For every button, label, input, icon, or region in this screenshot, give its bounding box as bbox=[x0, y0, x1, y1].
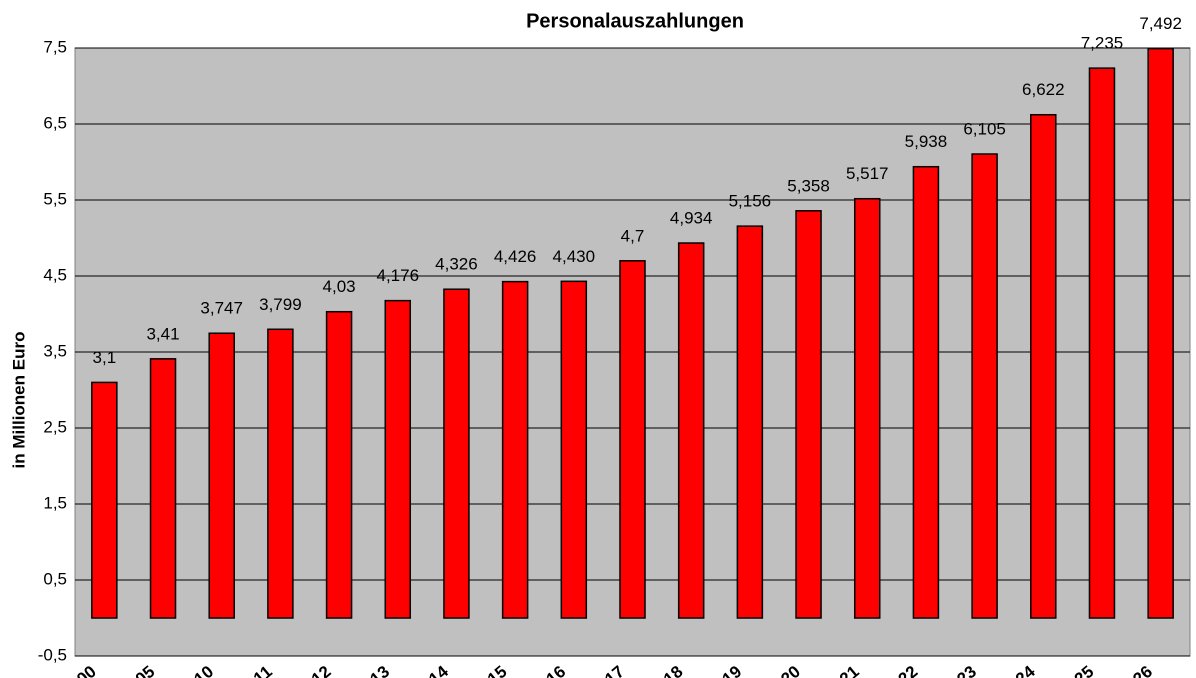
y-axis-label: in Millionen Euro bbox=[9, 332, 28, 469]
value-label: 7,492 bbox=[1139, 14, 1182, 33]
bar bbox=[267, 328, 294, 619]
x-tick-label: 2018 bbox=[645, 662, 686, 678]
bar bbox=[149, 358, 177, 619]
x-tick-label: 2025 bbox=[1056, 662, 1097, 678]
value-label: 3,799 bbox=[259, 295, 302, 314]
value-label: 7,235 bbox=[1081, 34, 1124, 53]
x-tick-label: 2021 bbox=[821, 662, 862, 678]
bar bbox=[736, 225, 764, 619]
bar bbox=[325, 310, 353, 619]
x-tick-label: 2012 bbox=[293, 662, 334, 678]
value-label: 5,358 bbox=[787, 176, 830, 195]
value-label: 4,03 bbox=[323, 277, 356, 296]
bar bbox=[384, 299, 412, 619]
x-tick-label: 2023 bbox=[939, 662, 980, 678]
y-tick-label: 1,5 bbox=[43, 493, 67, 512]
y-tick-label: 3,5 bbox=[43, 341, 67, 360]
x-tick-label: 2005 bbox=[117, 662, 158, 678]
chart-title: Personalauszahlungen bbox=[526, 10, 744, 32]
bar bbox=[91, 381, 118, 619]
x-tick-label: 2026 bbox=[1115, 662, 1156, 678]
x-tick-label: 2014 bbox=[411, 662, 453, 678]
y-tick-label: 2,5 bbox=[43, 417, 67, 436]
value-label: 6,622 bbox=[1022, 80, 1065, 99]
value-label: 3,41 bbox=[146, 324, 179, 343]
y-tick-label: -0,5 bbox=[38, 645, 67, 664]
x-tick-label: 2019 bbox=[704, 662, 745, 678]
value-label: 5,517 bbox=[846, 164, 889, 183]
x-tick-label: 2010 bbox=[176, 662, 217, 678]
bar bbox=[443, 288, 470, 619]
x-tick-label: 2022 bbox=[880, 662, 921, 678]
value-label: 6,105 bbox=[963, 120, 1006, 139]
x-tick-label: 2020 bbox=[763, 662, 804, 678]
bar bbox=[853, 197, 881, 619]
y-tick-label: 4,5 bbox=[43, 265, 67, 284]
bar bbox=[619, 260, 646, 619]
x-tick-label: 2015 bbox=[469, 662, 510, 678]
bar bbox=[1088, 67, 1116, 619]
value-label: 3,1 bbox=[93, 348, 117, 367]
x-tick-label: 2013 bbox=[352, 662, 393, 678]
value-label: 5,156 bbox=[729, 192, 772, 211]
bar bbox=[795, 210, 822, 619]
value-label: 3,747 bbox=[200, 299, 243, 318]
x-tick-label: 2016 bbox=[528, 662, 569, 678]
x-tick-label: 2024 bbox=[998, 662, 1040, 678]
value-label: 5,938 bbox=[905, 132, 948, 151]
bar bbox=[1030, 113, 1057, 619]
x-tick-label: 2011 bbox=[235, 662, 275, 678]
x-tick-label: 2017 bbox=[587, 662, 628, 678]
bar bbox=[501, 280, 529, 619]
value-label: 4,7 bbox=[621, 226, 645, 245]
y-tick-label: 6,5 bbox=[43, 113, 67, 132]
value-label: 4,426 bbox=[494, 247, 537, 266]
value-label: 4,326 bbox=[435, 255, 478, 274]
y-tick-label: 7,5 bbox=[43, 37, 67, 56]
bar bbox=[677, 242, 705, 619]
bar bbox=[560, 280, 588, 619]
bar bbox=[208, 332, 235, 619]
value-label: 4,934 bbox=[670, 209, 713, 228]
y-tick-label: 5,5 bbox=[43, 189, 67, 208]
bar bbox=[971, 153, 998, 619]
value-label: 4,176 bbox=[376, 266, 419, 285]
bar bbox=[912, 165, 940, 619]
value-label: 4,430 bbox=[553, 247, 596, 266]
y-tick-label: 0,5 bbox=[43, 569, 67, 588]
bar bbox=[1147, 47, 1174, 619]
